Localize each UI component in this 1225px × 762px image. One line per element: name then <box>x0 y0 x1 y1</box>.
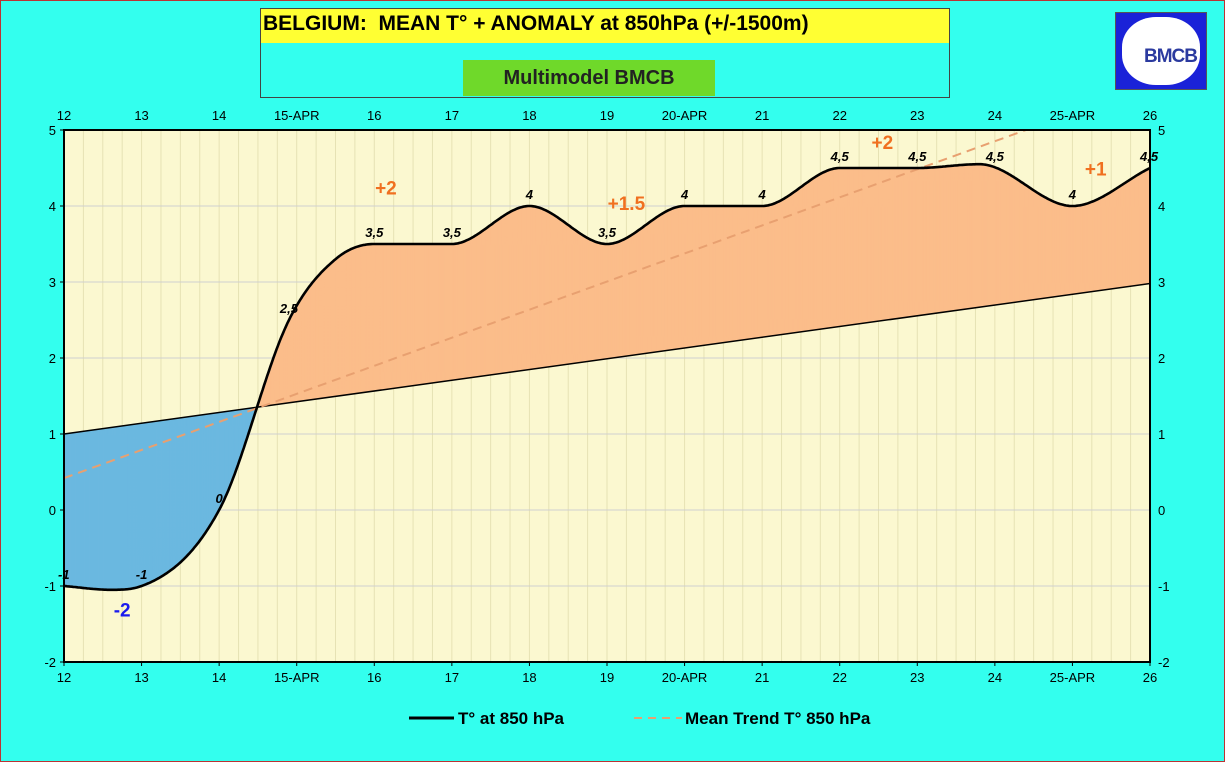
y-tick-label-right: 2 <box>1158 351 1165 366</box>
anomaly-label: -2 <box>114 600 131 621</box>
x-tick-label-bottom: 16 <box>367 670 381 685</box>
x-tick-label-top: 22 <box>832 108 846 123</box>
y-tick-label-right: -2 <box>1158 655 1170 670</box>
data-label: 4,5 <box>907 149 927 164</box>
y-tick-label-right: -1 <box>1158 579 1170 594</box>
x-tick-label-top: 12 <box>57 108 71 123</box>
x-tick-label-bottom: 23 <box>910 670 924 685</box>
chart-title: BELGIUM: MEAN T° + ANOMALY at 850hPa (+/… <box>263 12 809 35</box>
x-tick-label-top: 16 <box>367 108 381 123</box>
y-tick-label-right: 1 <box>1158 427 1165 442</box>
series-lines <box>63 129 1151 592</box>
x-tick-label-bottom: 17 <box>445 670 459 685</box>
x-tick-label-bottom: 25-APR <box>1050 670 1096 685</box>
axis-ticks: 12121313141415-APR15-APR1616171718181919… <box>44 108 1169 685</box>
data-label: 3,5 <box>598 225 617 240</box>
series-line-mean-trend <box>63 129 1027 480</box>
y-tick-label-left: -1 <box>44 579 56 594</box>
x-tick-label-top: 23 <box>910 108 924 123</box>
anomaly-label: +2 <box>872 133 894 154</box>
x-tick-label-top: 15-APR <box>274 108 320 123</box>
x-tick-label-bottom: 14 <box>212 670 226 685</box>
x-tick-label-bottom: 22 <box>832 670 846 685</box>
x-tick-label-bottom: 15-APR <box>274 670 320 685</box>
x-tick-label-top: 25-APR <box>1050 108 1096 123</box>
data-label: 0 <box>216 491 224 506</box>
title-box: BELGIUM: MEAN T° + ANOMALY at 850hPa (+/… <box>260 8 950 98</box>
data-label: 4,5 <box>830 149 850 164</box>
x-tick-label-bottom: 24 <box>988 670 1002 685</box>
x-tick-label-top: 13 <box>134 108 148 123</box>
x-tick-label-bottom: 19 <box>600 670 614 685</box>
y-tick-label-left: 3 <box>49 275 56 290</box>
data-label: 4 <box>680 187 689 202</box>
data-label: 4 <box>758 187 767 202</box>
x-tick-label-top: 17 <box>445 108 459 123</box>
chart-subtitle: Multimodel BMCB <box>463 60 715 96</box>
data-label: 2,5 <box>279 301 299 316</box>
data-label: 3,5 <box>443 225 462 240</box>
x-tick-label-top: 26 <box>1143 108 1157 123</box>
y-tick-label-left: 5 <box>49 123 56 138</box>
data-label: 3,5 <box>365 225 384 240</box>
x-tick-label-bottom: 26 <box>1143 670 1157 685</box>
logo-text: BMCB <box>1144 46 1198 67</box>
x-tick-label-top: 24 <box>988 108 1002 123</box>
data-label: -1 <box>58 567 70 582</box>
x-tick-label-top: 20-APR <box>662 108 708 123</box>
y-tick-label-right: 4 <box>1158 199 1165 214</box>
x-tick-label-bottom: 13 <box>134 670 148 685</box>
data-label: 4 <box>525 187 534 202</box>
anomaly-labels: -2 +2 +1.5 +2 +1 <box>114 133 1107 621</box>
x-tick-label-top: 18 <box>522 108 536 123</box>
x-tick-label-bottom: 20-APR <box>662 670 708 685</box>
data-labels: -1 -1 0 2,5 3,5 3,5 4 3,5 4 4 4,5 4,5 4,5 4 4,5 <box>58 149 1159 582</box>
x-tick-label-bottom: 18 <box>522 670 536 685</box>
series-line-temperature <box>63 162 1151 592</box>
legend-label-temperature: T° at 850 hPa <box>458 709 565 728</box>
y-tick-label-right: 3 <box>1158 275 1165 290</box>
y-tick-label-right: 0 <box>1158 503 1165 518</box>
anomaly-label: +2 <box>375 179 397 200</box>
bmcb-logo: BMCB <box>1115 12 1207 90</box>
data-label: 4,5 <box>985 149 1005 164</box>
legend: T° at 850 hPa Mean Trend T° 850 hPa <box>409 709 871 728</box>
y-tick-label-left: 4 <box>49 199 56 214</box>
y-tick-label-left: -2 <box>44 655 56 670</box>
y-tick-label-left: 1 <box>49 427 56 442</box>
logo-badge: BMCB <box>1122 17 1200 85</box>
x-tick-label-top: 21 <box>755 108 769 123</box>
y-tick-label-right: 5 <box>1158 123 1165 138</box>
data-label: 4 <box>1068 187 1077 202</box>
x-tick-label-bottom: 12 <box>57 670 71 685</box>
anomaly-label: +1.5 <box>608 194 646 215</box>
x-tick-label-top: 14 <box>212 108 226 123</box>
y-tick-label-left: 2 <box>49 351 56 366</box>
x-tick-label-top: 19 <box>600 108 614 123</box>
series-line-normal <box>63 282 1151 435</box>
legend-label-mean-trend: Mean Trend T° 850 hPa <box>685 709 871 728</box>
title-band: BELGIUM: MEAN T° + ANOMALY at 850hPa (+/… <box>261 9 949 43</box>
data-label: -1 <box>136 567 148 582</box>
y-tick-label-left: 0 <box>49 503 56 518</box>
anomaly-label: +1 <box>1085 160 1107 181</box>
data-label: 4,5 <box>1139 149 1159 164</box>
x-tick-label-bottom: 21 <box>755 670 769 685</box>
